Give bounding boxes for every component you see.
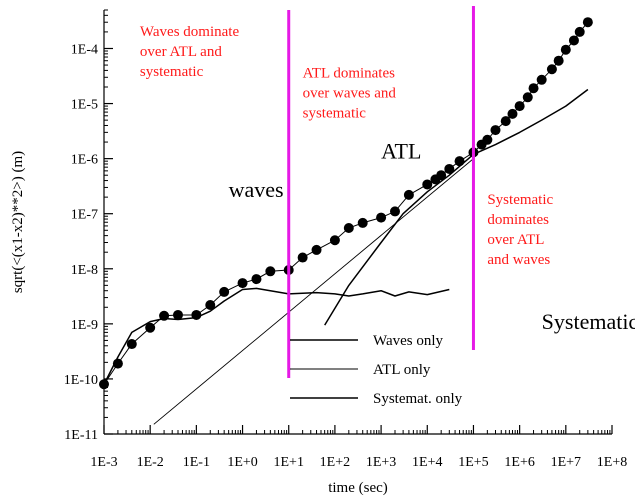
y-axis: 1E-11 1E-10 1E-9 1E-8 1E-7 1E-6 1E-5 1E-4 xyxy=(64,9,113,443)
x-tick-label: 1E+4 xyxy=(412,455,442,470)
y-tick-label: 1E-6 xyxy=(71,153,98,168)
annotation-line: ATL dominates xyxy=(303,65,396,81)
annotation-line: over ATL and xyxy=(140,44,222,60)
x-axis: 1E-3 1E-2 1E-1 1E+0 1E+1 1E+2 1E+3 1E+4 1E+5 1E+6… xyxy=(90,425,627,470)
annotation-line: systematic xyxy=(140,64,204,80)
x-tick-label: 1E-3 xyxy=(90,455,117,470)
region-label: waves xyxy=(229,177,284,202)
region-label: Systematic xyxy=(542,309,635,334)
y-tick-label: 1E-4 xyxy=(71,42,98,57)
y-tick-label: 1E-5 xyxy=(71,98,98,113)
y-tick-label: 1E-9 xyxy=(71,318,98,333)
annotation-line: over waves and xyxy=(303,85,397,101)
annotation-line: Systematic xyxy=(487,192,553,208)
x-tick-label: 1E+8 xyxy=(597,455,627,470)
annotation-line: waves xyxy=(229,177,284,202)
y-tick-label: 1E-8 xyxy=(71,263,98,278)
legend-label: Waves only xyxy=(373,333,444,349)
x-tick-label: 1E+6 xyxy=(504,455,534,470)
region-annotation: Systematic dominates over ATL and waves xyxy=(487,192,553,268)
vertical-lines xyxy=(287,6,475,378)
y-axis-label: sqrt(<(x1-x2)**2>) (m) xyxy=(10,151,26,293)
x-tick-label: 1E+7 xyxy=(551,455,581,470)
series-total-line xyxy=(103,21,589,385)
x-tick-label: 1E+0 xyxy=(227,455,257,470)
x-tick-label: 1E+3 xyxy=(366,455,396,470)
region-annotation: ATL dominates over waves and systematic xyxy=(303,65,397,121)
region-label: ATL xyxy=(381,139,421,164)
x-tick-label: 1E+2 xyxy=(320,455,350,470)
y-tick-label: 1E-10 xyxy=(64,373,98,388)
x-tick-label: 1E+5 xyxy=(458,455,488,470)
annotation-line: over ATL xyxy=(487,232,544,248)
annotation-line: Waves dominate xyxy=(140,24,240,40)
y-tick-label: 1E-7 xyxy=(71,208,98,223)
annotation-line: systematic xyxy=(303,105,367,121)
x-tick-label: 1E-2 xyxy=(137,455,164,470)
legend: Waves only ATL only Systemat. only xyxy=(290,333,463,407)
series-layer xyxy=(99,17,593,425)
annotation-line: dominates xyxy=(487,212,549,228)
annotation-line: Systematic xyxy=(542,309,635,334)
region-annotation: Waves dominate over ATL and systematic xyxy=(140,24,240,80)
series-line-atl-only xyxy=(153,158,474,425)
x-axis-label: time (sec) xyxy=(328,480,388,496)
x-tick-label: 1E-1 xyxy=(183,455,210,470)
legend-label: ATL only xyxy=(373,362,431,378)
legend-label: Systemat. only xyxy=(373,391,463,407)
annotation-line: and waves xyxy=(487,252,550,268)
annotation-line: ATL xyxy=(381,139,421,164)
x-tick-label: 1E+1 xyxy=(274,455,304,470)
y-tick-label: 1E-11 xyxy=(64,428,98,443)
